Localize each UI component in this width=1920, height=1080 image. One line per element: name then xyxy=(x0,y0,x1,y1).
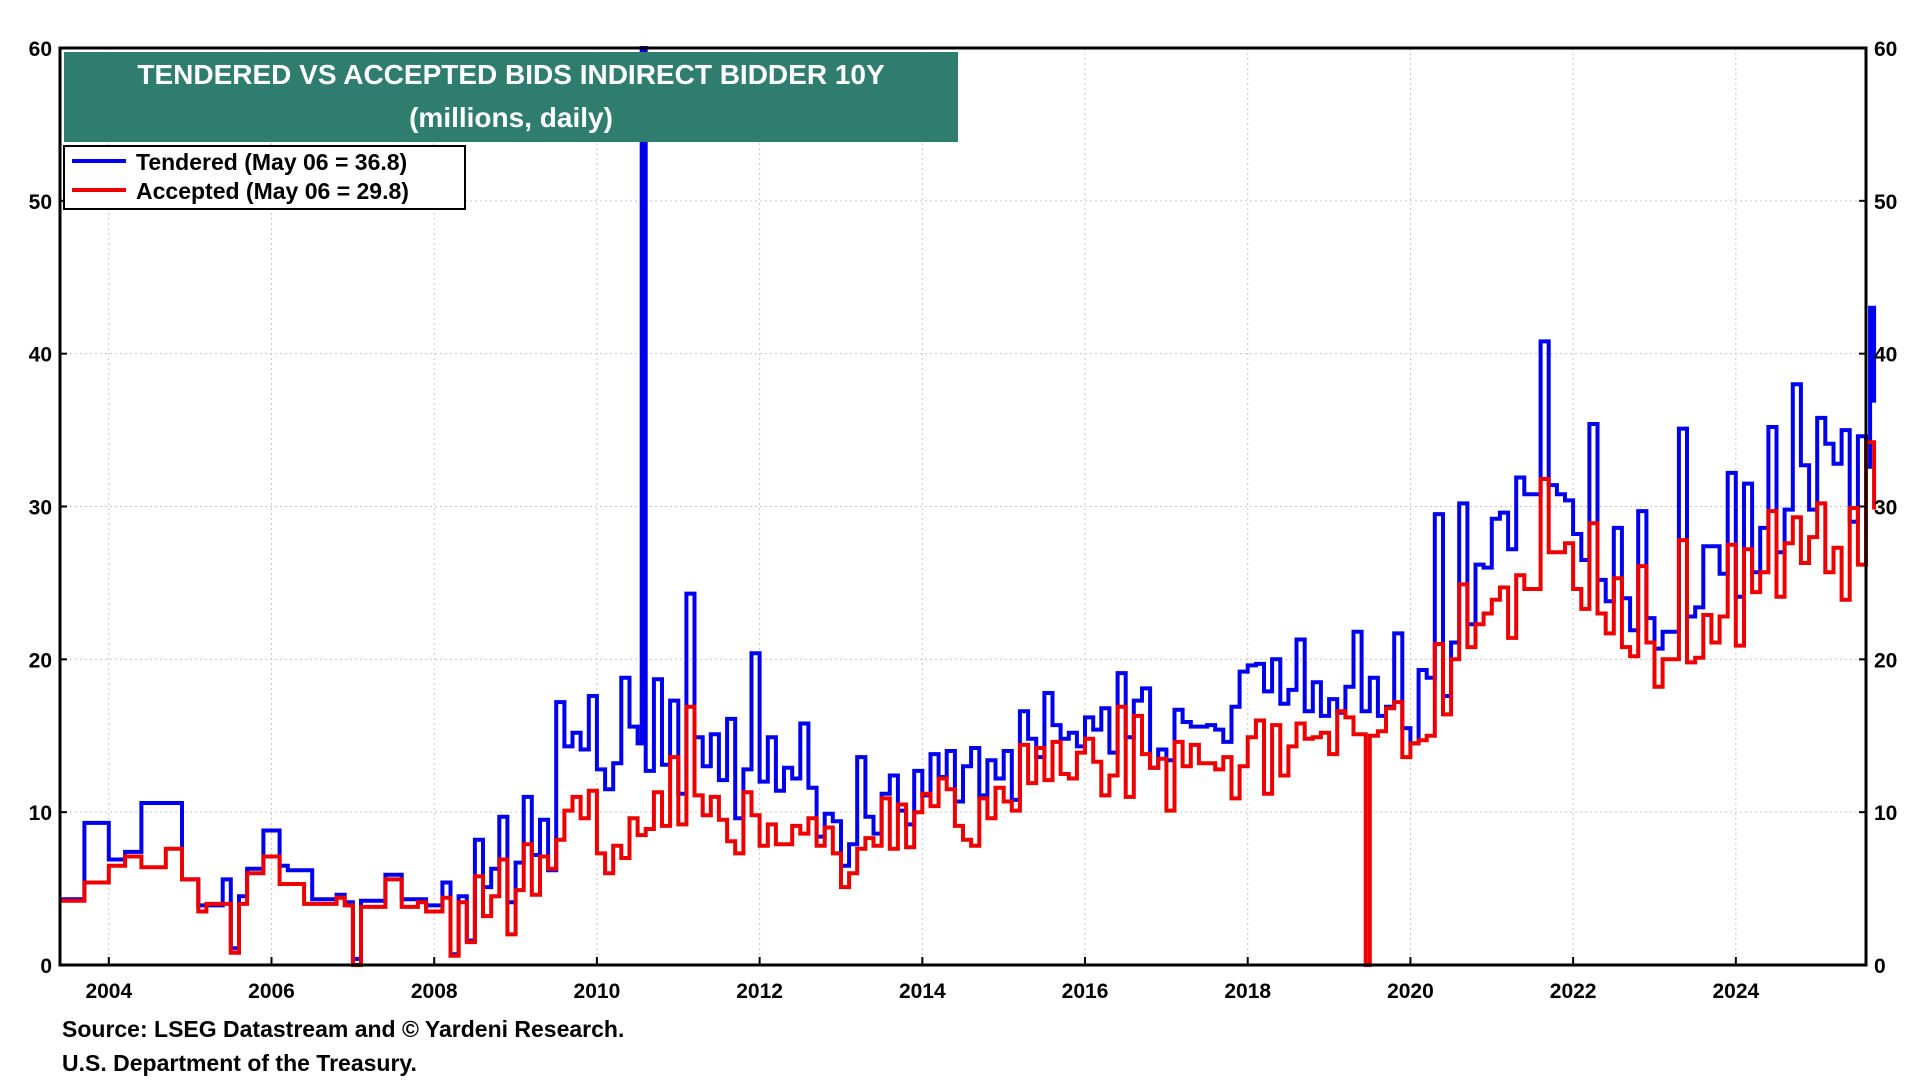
x-tick-2012: 2012 xyxy=(736,980,783,1003)
x-tick-2006: 2006 xyxy=(248,980,295,1003)
x-tick-2024: 2024 xyxy=(1712,980,1759,1003)
x-tick-2008: 2008 xyxy=(411,980,458,1003)
y-tick-left-30: 30 xyxy=(29,497,52,520)
x-tick-2010: 2010 xyxy=(574,980,621,1003)
series-group xyxy=(60,46,1877,967)
chart-title: TENDERED VS ACCEPTED BIDS INDIRECT BIDDE… xyxy=(137,59,885,90)
grid xyxy=(60,48,1866,965)
y-tick-right-20: 20 xyxy=(1874,649,1897,672)
chart-subtitle: (millions, daily) xyxy=(409,102,613,133)
x-tick-2018: 2018 xyxy=(1224,980,1271,1003)
legend-label-tendered: Tendered (May 06 = 36.8) xyxy=(136,149,407,175)
y-tick-right-0: 0 xyxy=(1874,955,1886,978)
series-line-accepted xyxy=(60,440,1877,967)
y-tick-left-20: 20 xyxy=(29,649,52,672)
y-tick-left-10: 10 xyxy=(29,802,52,825)
title-box: TENDERED VS ACCEPTED BIDS INDIRECT BIDDE… xyxy=(64,52,958,142)
source-line-2: U.S. Department of the Treasury. xyxy=(62,1050,417,1076)
y-tick-left-50: 50 xyxy=(29,191,52,214)
title-background xyxy=(64,52,958,142)
y-tick-left-40: 40 xyxy=(29,344,52,367)
y-tick-left-60: 60 xyxy=(29,38,52,61)
legend: Tendered (May 06 = 36.8) Accepted (May 0… xyxy=(63,145,466,210)
y-tick-right-40: 40 xyxy=(1874,344,1897,367)
x-tick-2016: 2016 xyxy=(1062,980,1109,1003)
x-tick-2020: 2020 xyxy=(1387,980,1434,1003)
y-tick-right-60: 60 xyxy=(1874,38,1897,61)
legend-label-accepted: Accepted (May 06 = 29.8) xyxy=(136,178,409,204)
legend-box xyxy=(63,145,466,210)
y-tick-right-10: 10 xyxy=(1874,802,1897,825)
y-tick-left-0: 0 xyxy=(40,955,52,978)
series-line-tendered xyxy=(60,46,1877,961)
x-tick-2014: 2014 xyxy=(899,980,946,1003)
x-tick-2022: 2022 xyxy=(1550,980,1597,1003)
y-tick-right-30: 30 xyxy=(1874,497,1897,520)
x-tick-2004: 2004 xyxy=(85,980,132,1003)
y-tick-right-50: 50 xyxy=(1874,191,1897,214)
source-line-1: Source: LSEG Datastream and © Yardeni Re… xyxy=(62,1016,625,1042)
